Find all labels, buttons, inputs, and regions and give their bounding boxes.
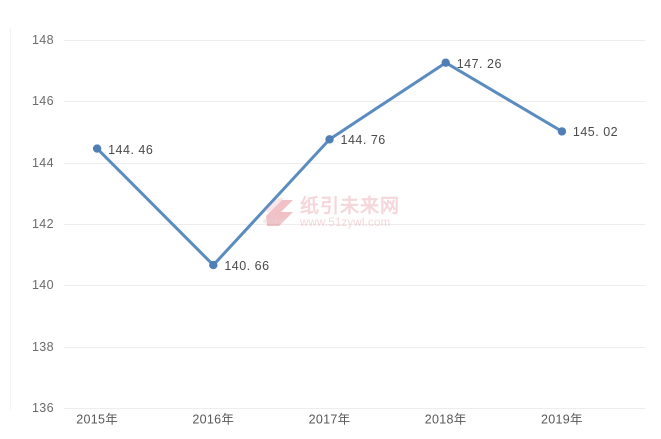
data-point-marker (557, 127, 567, 136)
data-point-label: 147. 26 (456, 56, 502, 71)
y-axis-tick-label: 136 (31, 401, 54, 415)
y-axis-tick-label: 142 (31, 217, 54, 231)
x-axis-tick-label: 2019年 (541, 412, 583, 427)
y-axis-tick-label: 138 (31, 339, 54, 354)
gridline (64, 346, 645, 348)
y-axis-tick-label: 148 (31, 33, 54, 47)
data-point-label: 144. 76 (340, 133, 386, 148)
gridline (64, 408, 645, 409)
gridline (64, 162, 645, 164)
data-point-label: 140. 66 (224, 259, 270, 274)
y-axis-tick-label: 144 (31, 155, 54, 170)
y-axis-tick-label: 146 (31, 94, 54, 109)
y-axis-line (10, 28, 11, 410)
data-point-marker (209, 260, 218, 270)
x-axis-tick-label: 2017年 (308, 412, 351, 427)
data-point-marker (92, 144, 102, 153)
data-point-label: 144. 46 (108, 142, 154, 157)
gridline (64, 285, 645, 287)
x-axis-tick-label: 2016年 (192, 412, 235, 427)
gridline (64, 224, 645, 225)
data-point-label: 145. 02 (572, 125, 619, 140)
series-line (95, 61, 564, 267)
data-point-marker (325, 135, 334, 144)
x-axis-tick-label: 2015年 (76, 412, 119, 427)
y-axis-tick-label: 140 (31, 278, 54, 293)
gridline (64, 101, 645, 103)
gridline (64, 40, 645, 41)
data-point-marker (441, 58, 450, 67)
x-axis-tick-label: 2018年 (424, 412, 467, 427)
